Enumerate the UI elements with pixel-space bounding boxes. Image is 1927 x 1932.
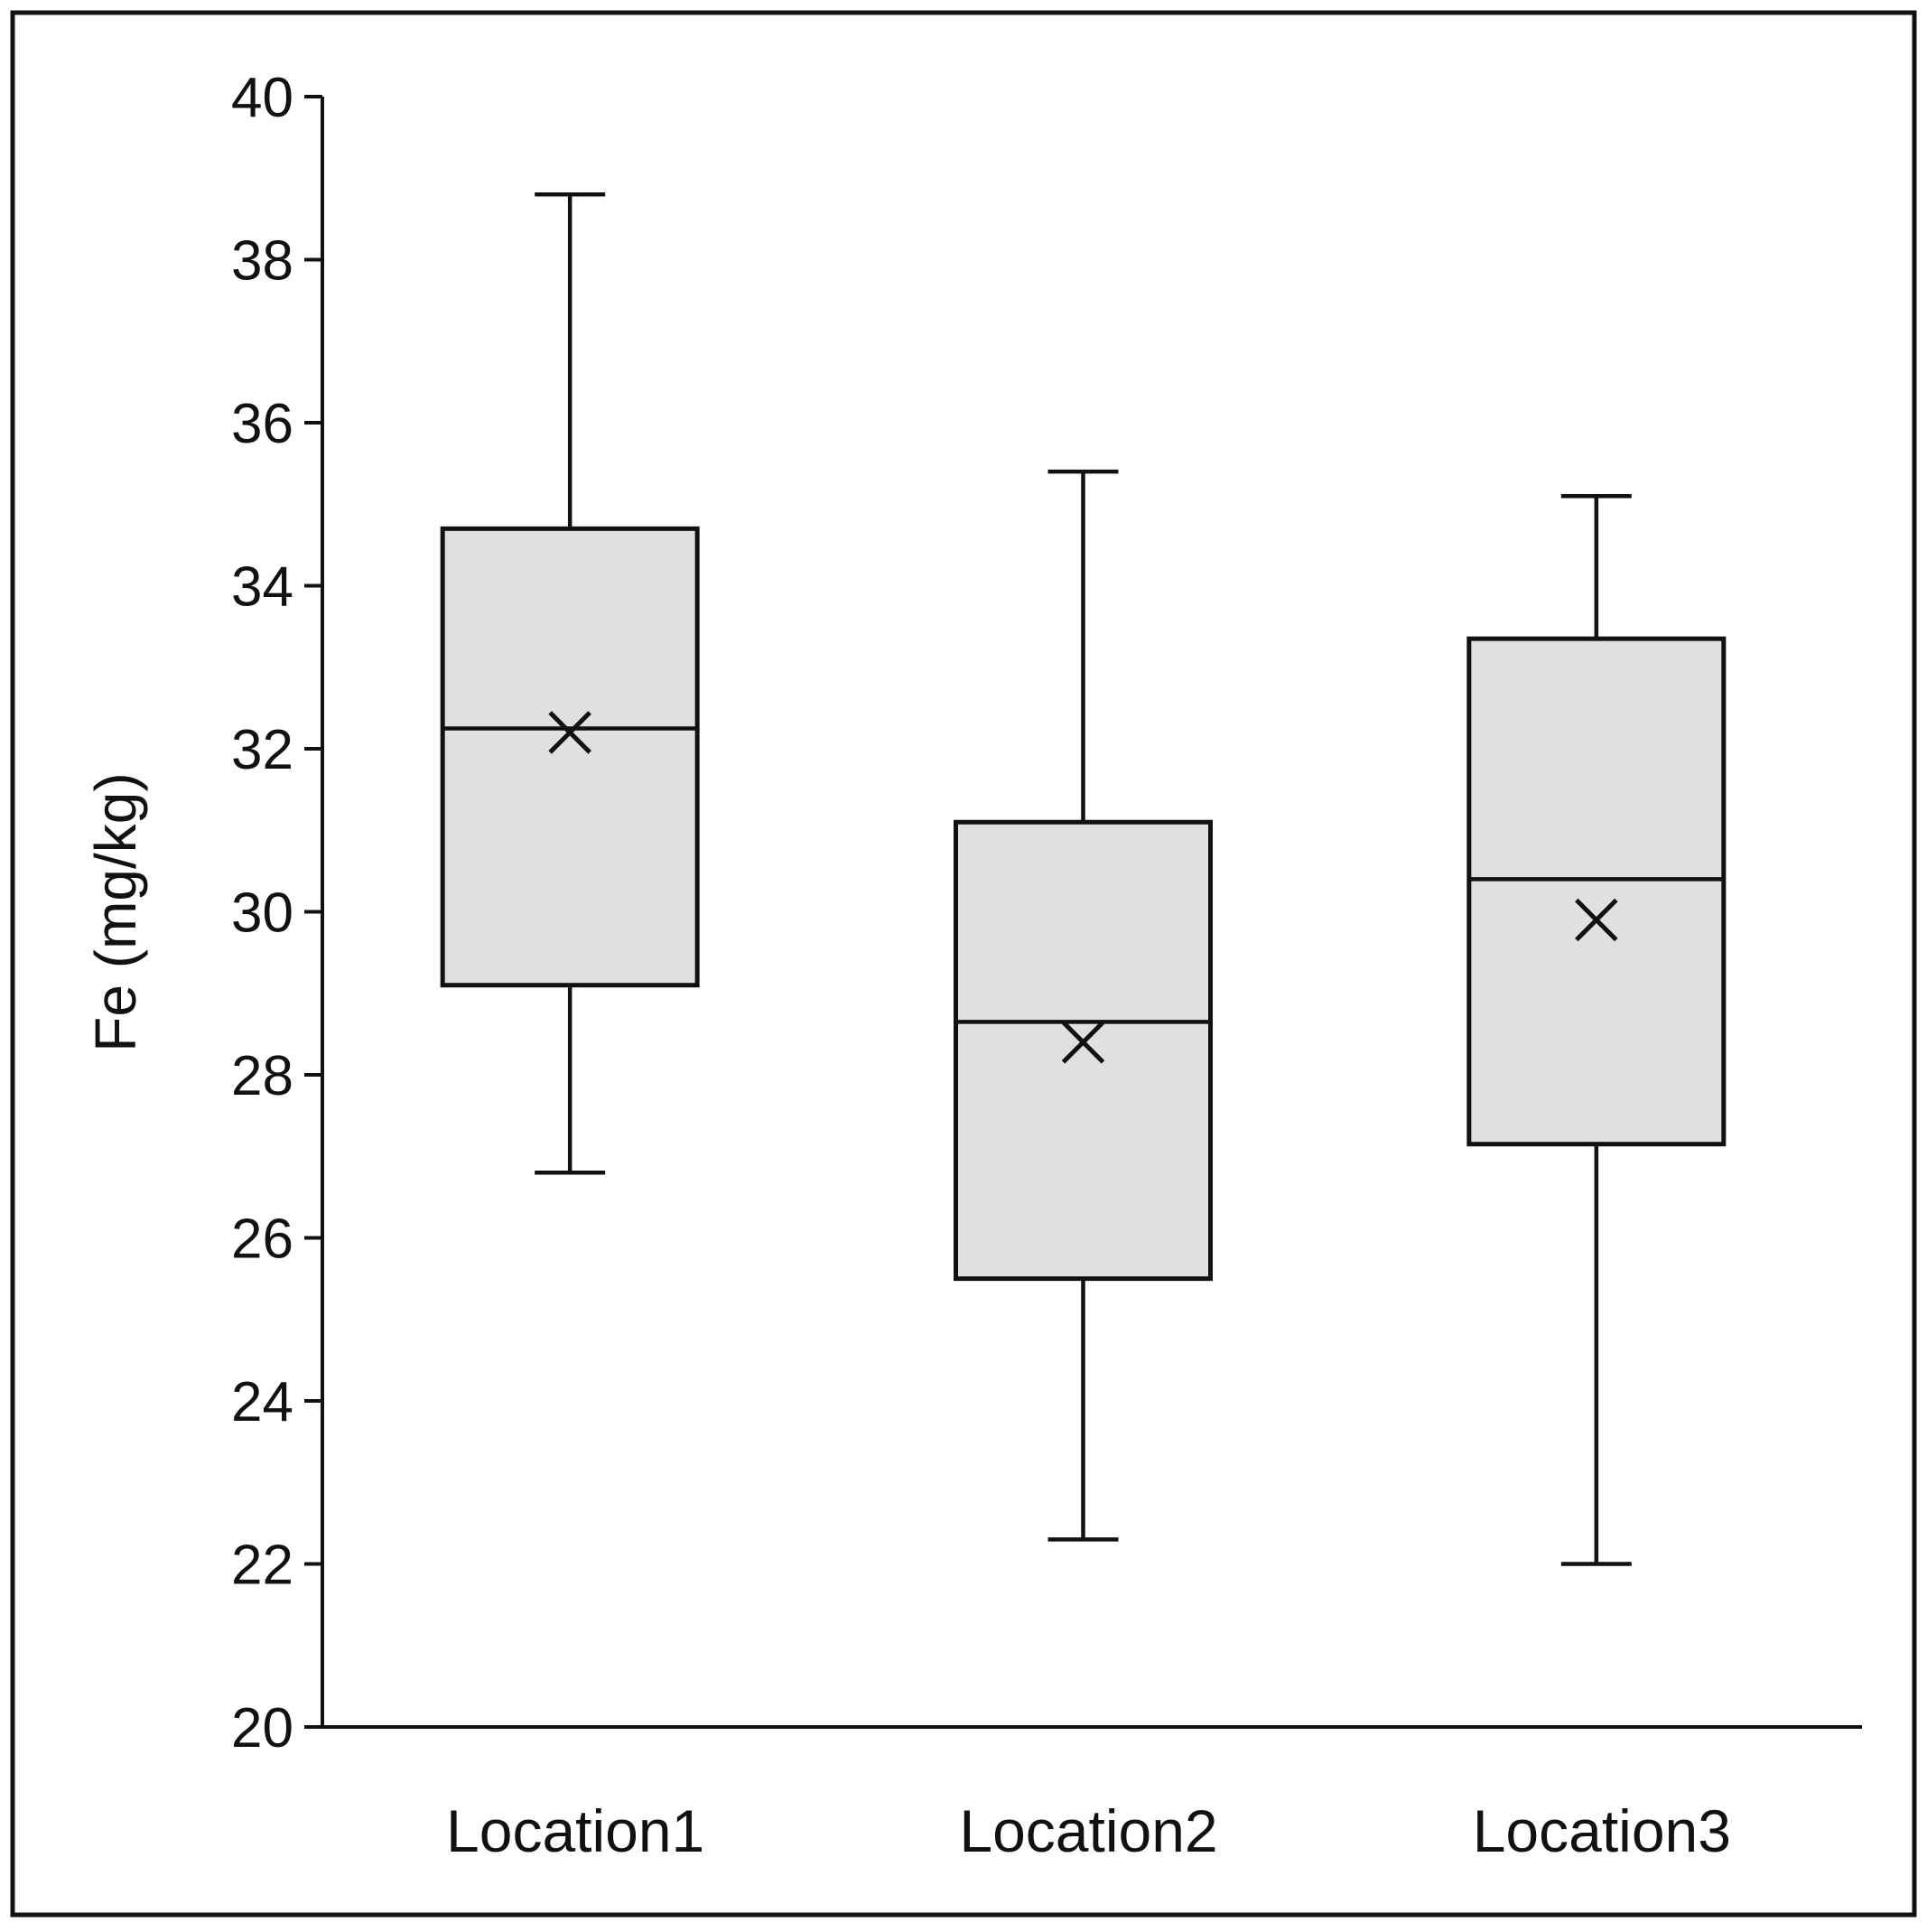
y-tick-label: 26 [231, 1209, 293, 1271]
y-tick-label: 32 [231, 719, 293, 781]
mean-marker-stroke-b [548, 711, 591, 754]
y-tick-label: 22 [231, 1535, 293, 1597]
y-tick-label: 38 [231, 230, 293, 293]
y-tick-label: 40 [231, 67, 293, 129]
mean-marker-stroke-b [1575, 898, 1618, 942]
x-category-label: Location1 [446, 1797, 704, 1864]
mean-marker [1575, 898, 1618, 942]
y-ticks-layer: 20 22 24 26 28 30 32 34 36 38 40 [231, 67, 322, 1759]
y-axis-title: Fe (mg/kg) [83, 772, 148, 1051]
boxes-layer [440, 192, 1727, 1566]
y-tick-label: 34 [231, 556, 293, 619]
iqr-box [1466, 636, 1727, 1147]
y-tick-label: 28 [231, 1045, 293, 1107]
x-labels-layer: Location1 Location2 Location3 [446, 1797, 1731, 1864]
iqr-box [440, 526, 700, 988]
box-group-2 [954, 469, 1213, 1542]
x-category-label: Location3 [1473, 1797, 1731, 1864]
iqr-box [954, 819, 1213, 1282]
x-category-label: Location2 [959, 1797, 1217, 1864]
box-group-1 [440, 192, 700, 1175]
mean-marker-stroke-b [1061, 1021, 1105, 1064]
mean-marker [1061, 1021, 1105, 1064]
y-tick-label: 24 [231, 1371, 293, 1433]
y-tick-label: 20 [231, 1697, 293, 1759]
box-group-3 [1466, 493, 1727, 1566]
y-tick-label: 30 [231, 882, 293, 945]
y-tick-label: 36 [231, 393, 293, 455]
mean-marker [548, 711, 591, 754]
